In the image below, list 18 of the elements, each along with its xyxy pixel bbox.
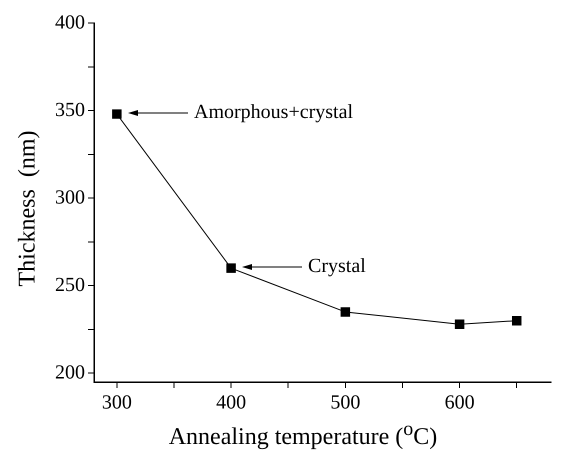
x-tick-label: 300 [102, 391, 132, 414]
y-tick-label: 400 [55, 11, 85, 34]
point [454, 319, 464, 329]
y-tick-label: 250 [55, 274, 85, 296]
x-tick-label: 400 [216, 391, 246, 414]
point [226, 263, 236, 273]
x-tick-label: 600 [444, 391, 475, 414]
point [512, 316, 522, 326]
x-axis-title: Annealing temperature ($^{o}$C) [168, 418, 438, 451]
y-tick-label: 200 [55, 361, 85, 384]
annotation: Amorphous+crystal [194, 100, 354, 124]
annotation: Crystal [308, 254, 366, 278]
point [112, 109, 122, 119]
x-tick-label: 500 [330, 391, 360, 414]
y-tick-label: 350 [55, 98, 85, 121]
y-tick-label: 300 [55, 186, 85, 208]
point [340, 307, 350, 317]
y-axis-title: Thickness (nm) [14, 130, 42, 286]
